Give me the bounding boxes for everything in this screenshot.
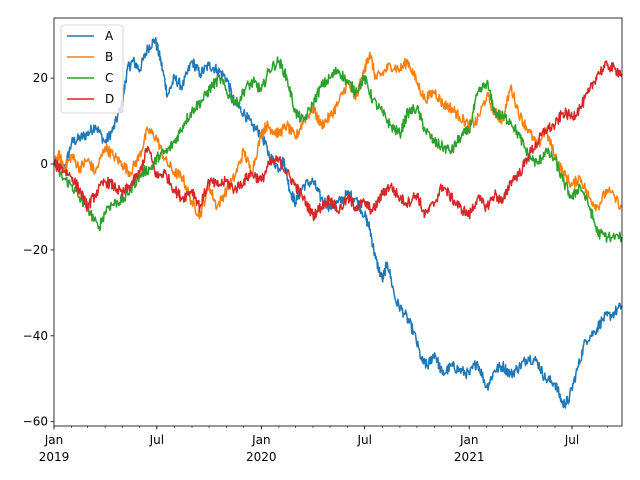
legend-label-b: B <box>105 50 113 64</box>
legend-label-a: A <box>105 29 114 43</box>
y-tick-label: 0 <box>40 157 48 171</box>
x-tick-label: Jan <box>44 433 64 447</box>
x-tick-label: Jul <box>564 433 579 447</box>
series-line-d <box>53 60 623 222</box>
legend-label-d: D <box>105 92 114 106</box>
series-line-b <box>53 51 623 220</box>
x-tick-year-label: 2020 <box>246 450 277 464</box>
x-tick-label: Jul <box>149 433 164 447</box>
plot-frame <box>53 17 623 427</box>
y-tick-label: −40 <box>23 329 48 343</box>
y-tick-label: −20 <box>23 243 48 257</box>
x-tick-year-label: 2021 <box>454 450 485 464</box>
y-tick-label: −60 <box>23 415 48 429</box>
series-line-c <box>53 56 623 243</box>
axes-layer: 20 0 −20 −40 −60 Jan 2019 Jul Jan 2020 Jul Jan 2021 J… <box>23 17 623 464</box>
series-layer <box>53 37 623 409</box>
legend-box <box>60 24 124 114</box>
x-tick-year-label: 2019 <box>39 450 70 464</box>
x-tick-label: Jan <box>459 433 479 447</box>
legend-label-c: C <box>105 71 113 85</box>
x-tick-label: Jul <box>356 433 371 447</box>
y-tick-label: 20 <box>33 71 48 85</box>
x-tick-label: Jan <box>251 433 271 447</box>
